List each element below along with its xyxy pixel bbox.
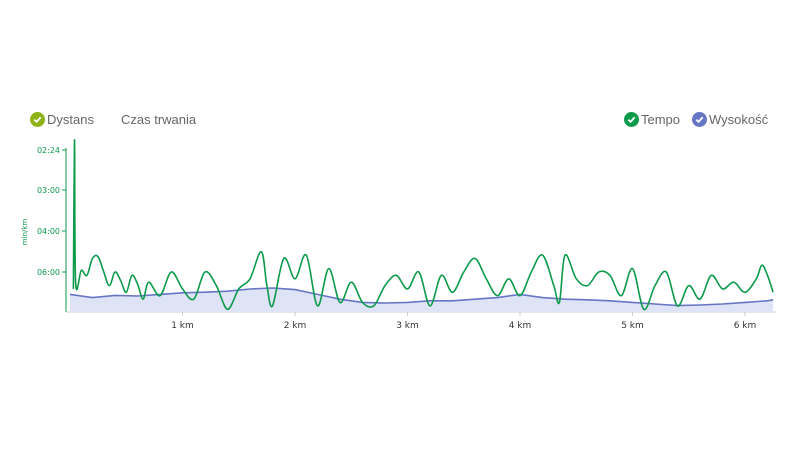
tempo-label: Tempo [641, 111, 681, 127]
y-tick-label: 02:24 [37, 146, 60, 155]
elevation-line [69, 287, 774, 307]
x-tick-label: 2 km [284, 321, 307, 331]
check-icon [30, 111, 45, 127]
wysokosc-label: Wysokość [709, 111, 769, 127]
check-icon [624, 111, 639, 127]
x-tick-label: 5 km [621, 321, 644, 331]
x-tick-label: 4 km [509, 321, 532, 331]
dystans-toggle[interactable]: Dystans [30, 110, 94, 128]
y-axis: min/km [21, 148, 67, 312]
pace-series [72, 138, 774, 311]
x-tick-label: 3 km [396, 321, 419, 331]
check-icon [692, 111, 707, 127]
x-ticks: 1 km 2 km 3 km 4 km 5 km 6 km [171, 312, 756, 331]
wysokosc-toggle[interactable]: Wysokość [692, 110, 768, 128]
elevation-series [69, 287, 774, 312]
tempo-toggle[interactable]: Tempo [624, 110, 680, 128]
pace-line [72, 138, 774, 311]
y-tick-label: 03:00 [37, 186, 60, 195]
czas-trwania-toggle[interactable]: Czas trwania [121, 110, 196, 128]
czas-trwania-label: Czas trwania [121, 111, 197, 127]
y-tick-label: 04:00 [37, 227, 60, 236]
y-tick-label: 06:00 [37, 268, 60, 277]
elevation-area [70, 288, 774, 312]
y-axis-label: min/km [21, 219, 29, 246]
x-tick-label: 6 km [734, 321, 757, 331]
x-tick-label: 1 km [171, 321, 194, 331]
dystans-label: Dystans [47, 111, 94, 127]
y-ticks: 02:24 03:00 04:00 06:00 [37, 146, 66, 277]
